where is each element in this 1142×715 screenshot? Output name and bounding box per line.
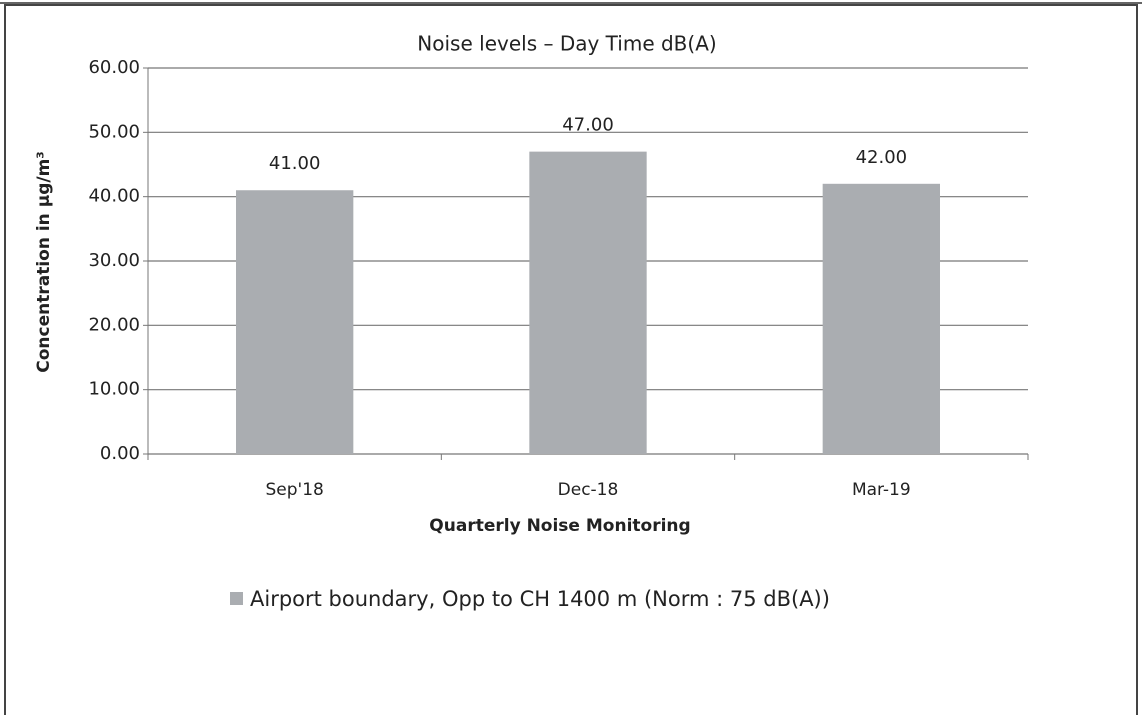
- value-label: 47.00: [562, 115, 614, 136]
- y-tick-label: 40.00: [88, 186, 140, 207]
- bar: [236, 190, 354, 454]
- y-tick-label: 30.00: [88, 250, 140, 271]
- x-tick-label: Dec-18: [558, 480, 619, 500]
- y-tick-label: 60.00: [88, 57, 140, 78]
- x-axis-label: Quarterly Noise Monitoring: [429, 516, 690, 536]
- frame: [4, 4, 1138, 715]
- value-label: 41.00: [269, 153, 321, 174]
- y-tick-label: 0.00: [100, 443, 140, 464]
- x-tick-label: Sep'18: [265, 480, 323, 500]
- bar: [822, 183, 940, 455]
- y-tick-label: 20.00: [88, 314, 140, 335]
- x-tick-label: Mar-19: [852, 480, 911, 500]
- chart-title: Noise levels – Day Time dB(A): [417, 32, 716, 56]
- legend-swatch: [230, 592, 243, 605]
- y-tick-label: 50.00: [88, 121, 140, 142]
- y-tick-label: 10.00: [88, 379, 140, 400]
- value-label: 42.00: [856, 147, 908, 168]
- y-axis-label: Concentration in µg/m³: [34, 151, 54, 373]
- legend-label: Airport boundary, Opp to CH 1400 m (Norm…: [250, 587, 830, 611]
- bar: [529, 151, 647, 454]
